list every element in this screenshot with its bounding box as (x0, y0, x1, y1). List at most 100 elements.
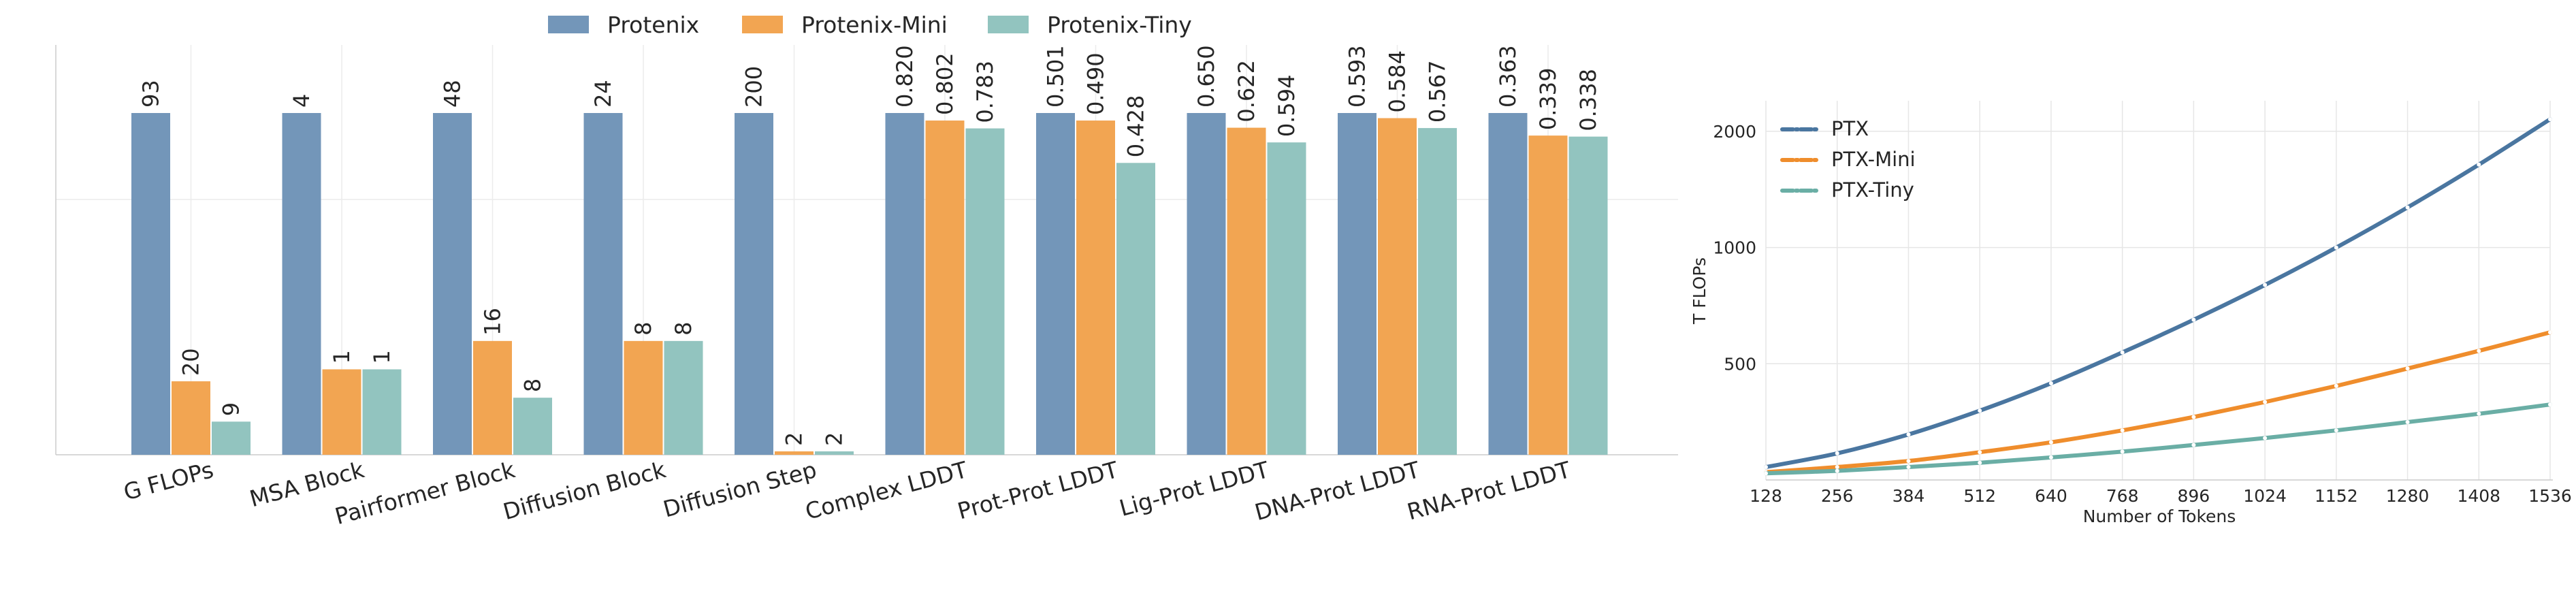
series-line-ptx-mini (1764, 330, 2552, 475)
series-point-ptx-mini (2405, 366, 2410, 371)
bar-protenix-tiny-pairformer-block (513, 398, 552, 455)
bar-chart: 93 20 9 4 1 1 48 16 8 24 8 8 200 2 2 0.820 0.802 0.783 0.5… (55, 12, 1678, 530)
category-label-rna-prot-lddt: RNA-Prot LDDT (1404, 456, 1574, 526)
legend-item-protenix-tiny: Protenix-Tiny (988, 12, 1192, 38)
line-chart-legend: PTX PTX-Mini PTX-Tiny (1780, 117, 1916, 202)
bar-protenix-prot-prot-lddt (1036, 113, 1075, 455)
legend-item-ptx-tiny: PTX-Tiny (1780, 178, 1914, 202)
bar-protenix-mini-dna-prot-lddt (1378, 118, 1417, 455)
bar-chart-legend: Protenix Protenix-Mini Protenix-Tiny (548, 12, 1192, 38)
x-tick-label: 256 (1821, 486, 1854, 506)
series-point-ptx (1835, 451, 1839, 455)
series-point-ptx (1906, 432, 1911, 437)
series-point-ptx (1764, 465, 1768, 470)
legend-swatch-protenix-tiny (988, 16, 1029, 33)
series-point-ptx (2334, 245, 2338, 250)
x-tick-label: 640 (2035, 486, 2067, 506)
series-point-ptx-tiny (1906, 465, 1911, 470)
legend-item-protenix: Protenix (548, 12, 699, 38)
legend-swatch-protenix-mini (742, 16, 783, 33)
bar-protenix-tiny-dna-prot-lddt (1418, 128, 1457, 455)
series-point-ptx-mini (2548, 330, 2552, 335)
bar-protenix-complex-lddt (885, 113, 924, 455)
bar-value-label: 0.567 (1425, 60, 1451, 123)
legend-item-ptx: PTX (1780, 117, 1869, 140)
bar-value-label: 0.622 (1234, 60, 1259, 123)
bar-value-label: 1 (329, 350, 355, 364)
bar-protenix-mini-pairformer-block (473, 340, 512, 455)
bar-protenix-tiny-diffusion-block (664, 340, 703, 455)
bar-value-label: 0.650 (1193, 45, 1219, 108)
bar-value-label: 0.490 (1083, 52, 1109, 115)
series-point-ptx-tiny (2120, 449, 2125, 454)
category-label-diffusion-step: Diffusion Step (660, 456, 820, 523)
bar-value-label: 20 (178, 348, 204, 376)
series-point-ptx-mini (2477, 349, 2481, 353)
series-point-ptx-mini (1978, 450, 1982, 455)
bar-protenix-tiny-g-flops (212, 421, 251, 455)
bar-protenix-tiny-complex-lddt (965, 128, 1005, 455)
series-point-ptx (2477, 162, 2481, 167)
bar-chart-value-labels: 93 20 9 4 1 1 48 16 8 24 8 8 200 2 2 0.820 0.802 0.783 0.5… (138, 45, 1602, 446)
series-point-ptx-mini (2048, 440, 2053, 445)
series-line-ptx-tiny (1764, 402, 2552, 476)
legend-item-protenix-mini: Protenix-Mini (742, 12, 948, 38)
series-point-ptx-mini (1835, 465, 1839, 470)
category-label-complex-lddt: Complex LDDT (803, 456, 971, 525)
legend-label-protenix-tiny: Protenix-Tiny (1047, 12, 1192, 38)
bar-protenix-mini-complex-lddt (925, 121, 965, 455)
bar-protenix-tiny-msa-block (362, 369, 402, 455)
series-point-ptx-tiny (1978, 460, 1982, 465)
series-point-ptx-mini (2334, 383, 2338, 388)
series-point-ptx-mini (2191, 415, 2196, 419)
bar-protenix-rna-prot-lddt (1488, 113, 1528, 455)
bar-protenix-diffusion-block (583, 113, 623, 455)
series-point-ptx-tiny (2477, 411, 2481, 416)
bar-value-label: 8 (630, 321, 656, 335)
bar-value-label: 93 (138, 80, 164, 108)
series-point-ptx (2548, 117, 2552, 122)
series-point-ptx (2191, 317, 2196, 322)
line-chart-y-axis-label: T FLOPs (1690, 257, 1709, 325)
series-point-ptx (2405, 205, 2410, 210)
bar-protenix-tiny-lig-prot-lddt (1267, 142, 1306, 455)
legend-label-ptx: PTX (1831, 117, 1869, 140)
line-chart-series (1764, 117, 2552, 476)
category-label-lig-prot-lddt: Lig-Prot LDDT (1116, 456, 1272, 521)
x-tick-label: 384 (1893, 486, 1925, 506)
bar-protenix-tiny-prot-prot-lddt (1116, 163, 1155, 455)
bar-value-label: 0.783 (972, 61, 998, 123)
bar-protenix-diffusion-step (735, 113, 773, 455)
series-point-ptx-tiny (2048, 455, 2053, 460)
x-tick-label: 512 (1963, 486, 1996, 506)
bar-protenix-msa-block (282, 113, 321, 455)
series-point-ptx (1978, 408, 1982, 413)
legend-label-ptx-mini: PTX-Mini (1831, 148, 1916, 171)
series-point-ptx-mini (2120, 428, 2125, 433)
bar-protenix-lig-prot-lddt (1187, 113, 1226, 455)
series-point-ptx-tiny (2334, 428, 2338, 433)
bar-value-label: 0.593 (1345, 45, 1370, 108)
x-tick-label: 1536 (2528, 486, 2572, 506)
bar-protenix-mini-diffusion-step (775, 451, 814, 455)
category-label-dna-prot-lddt: DNA-Prot LDDT (1252, 456, 1423, 526)
legend-swatch-protenix (548, 16, 589, 33)
series-point-ptx-tiny (2263, 436, 2268, 440)
bar-chart-bars (131, 113, 1608, 455)
bar-protenix-pairformer-block (433, 113, 472, 455)
bar-value-label: 9 (219, 402, 244, 416)
bar-value-label: 0.363 (1495, 45, 1521, 108)
x-tick-label: 1024 (2243, 486, 2287, 506)
legend-item-ptx-mini: PTX-Mini (1780, 148, 1916, 171)
bar-protenix-dna-prot-lddt (1338, 113, 1376, 455)
x-tick-label: 128 (1750, 486, 1782, 506)
bar-value-label: 0.338 (1575, 69, 1601, 131)
x-tick-label: 1280 (2386, 486, 2430, 506)
bar-protenix-mini-prot-prot-lddt (1076, 121, 1115, 455)
bar-protenix-mini-msa-block (322, 369, 361, 455)
bar-value-label: 0.501 (1043, 45, 1069, 108)
x-tick-label: 768 (2106, 486, 2139, 506)
legend-label-protenix: Protenix (607, 12, 699, 38)
